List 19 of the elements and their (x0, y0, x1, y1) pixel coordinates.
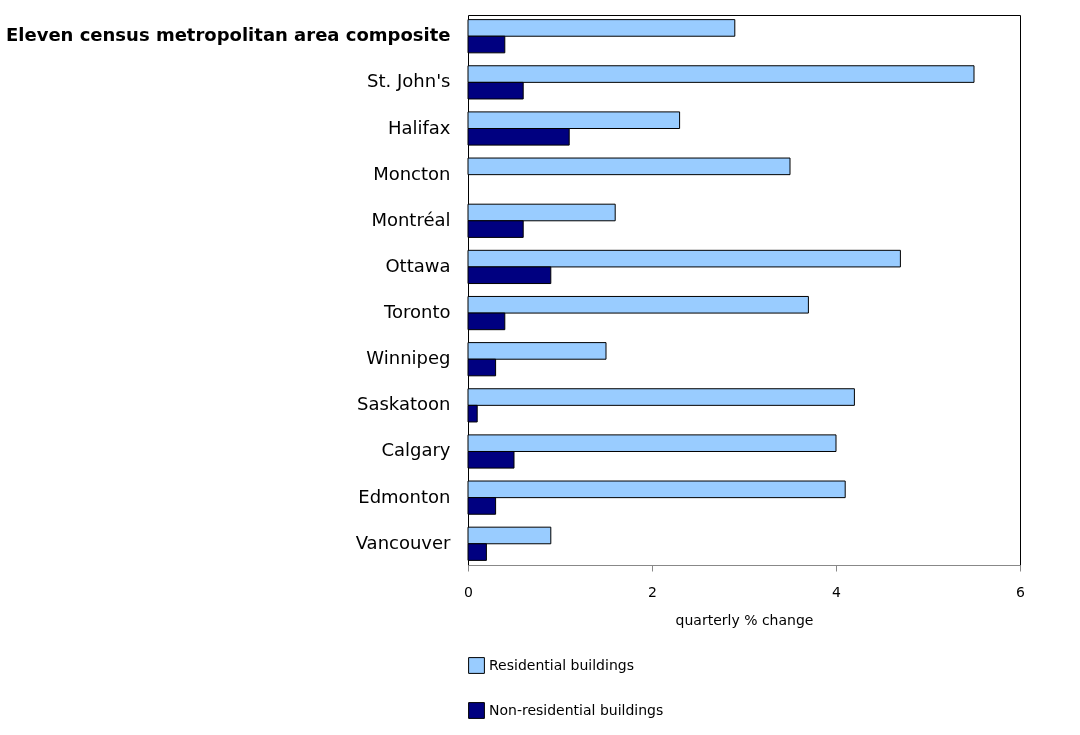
x-tick-label: 6 (1016, 583, 1026, 600)
y-tick-label: Moncton (373, 162, 451, 184)
y-tick-label: Edmonton (358, 485, 451, 507)
y-tick-label: Montréal (371, 208, 451, 230)
x-tick-label: 2 (648, 583, 657, 600)
x-tick-label: 0 (464, 583, 473, 600)
x-tick-label: 4 (832, 583, 842, 600)
legend-label: Non-residential buildings (489, 701, 664, 718)
y-tick-label: Eleven census metropolitan area composite (5, 24, 451, 46)
legend-label: Residential buildings (489, 656, 634, 673)
y-tick-label: Vancouver (355, 531, 452, 553)
y-tick-label: Winnipeg (366, 347, 451, 369)
y-tick-label: Ottawa (385, 254, 451, 276)
y-tick-label: St. John's (367, 70, 451, 92)
y-tick-label: Halifax (387, 116, 451, 138)
y-tick-label: Saskatoon (357, 393, 451, 415)
y-tick-label: Calgary (381, 439, 451, 461)
y-tick-label: Toronto (383, 301, 451, 323)
x-axis-title: quarterly % change (675, 611, 814, 628)
